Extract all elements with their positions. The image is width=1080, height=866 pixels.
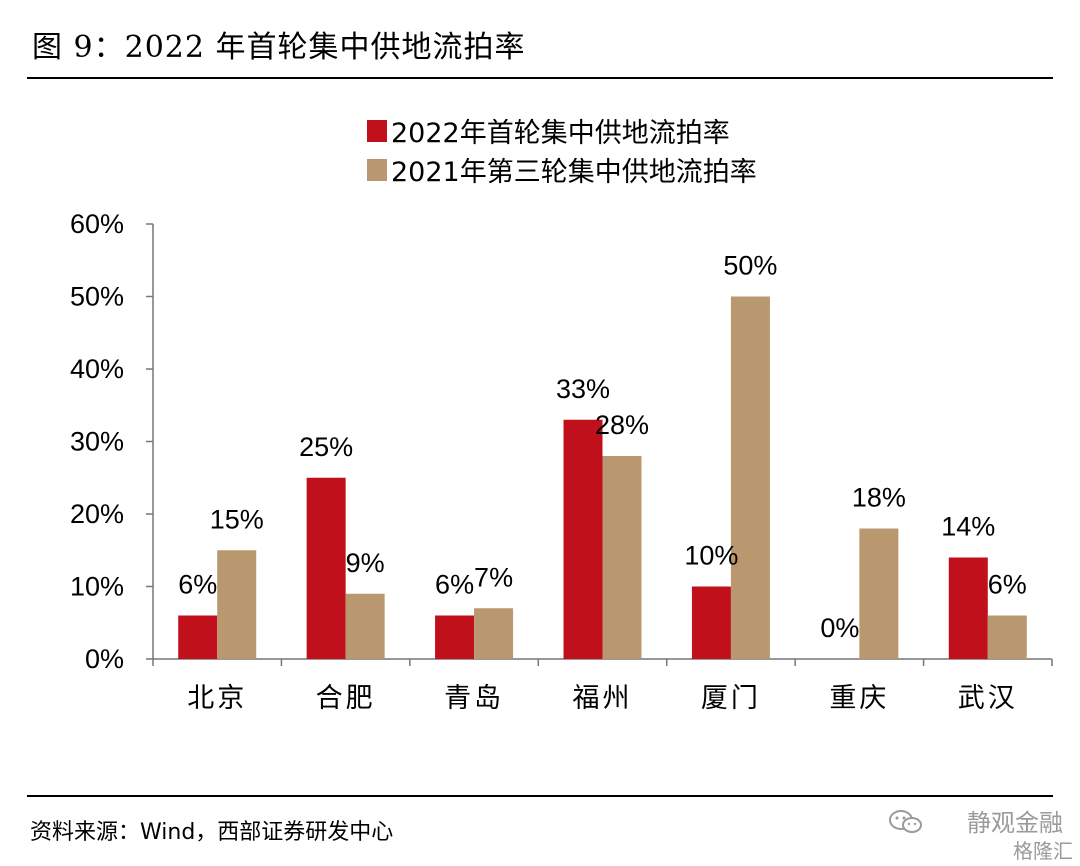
data-label: 7%: [474, 562, 513, 592]
category-label: 厦门: [701, 683, 761, 714]
bar-series2: [345, 593, 385, 659]
data-label: 6%: [435, 570, 474, 600]
data-label: 28%: [595, 410, 649, 440]
y-axis: 0% 10% 20% 30% 40% 50% 60%: [70, 209, 154, 674]
bars: [178, 296, 1027, 659]
y-tick-label: 40%: [70, 354, 124, 384]
y-tick-label: 50%: [70, 282, 124, 312]
bar-series2: [730, 296, 770, 659]
bar-series1: [178, 615, 218, 659]
category-label: 合肥: [316, 683, 376, 714]
y-tick-label: 60%: [70, 209, 124, 239]
bar-series1: [948, 557, 988, 659]
bar-series1: [306, 477, 346, 659]
data-label: 9%: [346, 548, 385, 578]
bar-series1: [691, 586, 731, 659]
bar-series2: [474, 608, 514, 659]
watermark-name: 静观金融: [967, 809, 1063, 837]
data-label: 33%: [556, 374, 610, 404]
source-note: 资料来源：Wind，西部证券研发中心: [30, 820, 394, 845]
bar-series1: [563, 419, 603, 659]
data-label: 6%: [178, 570, 217, 600]
y-tick-label: 30%: [70, 427, 124, 457]
footer-divider: [27, 795, 1053, 797]
legend-label: 2022年首轮集中供地流拍率: [391, 118, 730, 149]
data-label: 6%: [988, 570, 1027, 600]
y-tick-label: 0%: [85, 644, 124, 674]
wechat-icon: [889, 810, 922, 833]
y-tick-label: 20%: [70, 499, 124, 529]
data-label: 15%: [210, 504, 264, 534]
category-label: 青岛: [444, 683, 504, 714]
legend-swatch: [367, 159, 387, 181]
title-divider: [27, 77, 1053, 79]
legend-label: 2021年第三轮集中供地流拍率: [391, 157, 757, 188]
bar-series2: [987, 615, 1027, 659]
bar-series2: [859, 528, 899, 659]
bar-chart: 2022年首轮集中供地流拍率 2021年第三轮集中供地流拍率 0% 10% 20% 30…: [70, 118, 1053, 714]
watermark-brand: 格隆汇: [1013, 839, 1073, 863]
data-label: 25%: [299, 432, 353, 462]
chart-legend: 2022年首轮集中供地流拍率 2021年第三轮集中供地流拍率: [367, 118, 757, 188]
legend-swatch: [367, 120, 387, 142]
category-label: 北京: [187, 683, 247, 714]
x-axis: 北京 合肥 青岛 福州 厦门 重庆 武汉: [152, 658, 1053, 714]
figure-title: 图 9：2022 年首轮集中供地流拍率: [32, 30, 526, 65]
bar-series2: [217, 550, 257, 659]
data-label: 50%: [723, 251, 777, 281]
y-tick-label: 10%: [70, 572, 124, 602]
data-label: 14%: [941, 512, 995, 542]
category-label: 重庆: [829, 683, 889, 714]
data-labels: 6% 25% 6% 33% 10% 0% 14% 15% 9% 7% 28% 50% 18% 6%: [178, 251, 1027, 644]
data-label: 10%: [684, 541, 738, 571]
category-label: 福州: [573, 683, 633, 714]
watermark: 静观金融 格隆汇: [888, 803, 1073, 863]
category-label: 武汉: [958, 683, 1018, 714]
bar-series2: [602, 456, 642, 659]
bar-series1: [435, 615, 475, 659]
data-label: 0%: [820, 613, 859, 643]
data-label: 18%: [852, 483, 906, 513]
